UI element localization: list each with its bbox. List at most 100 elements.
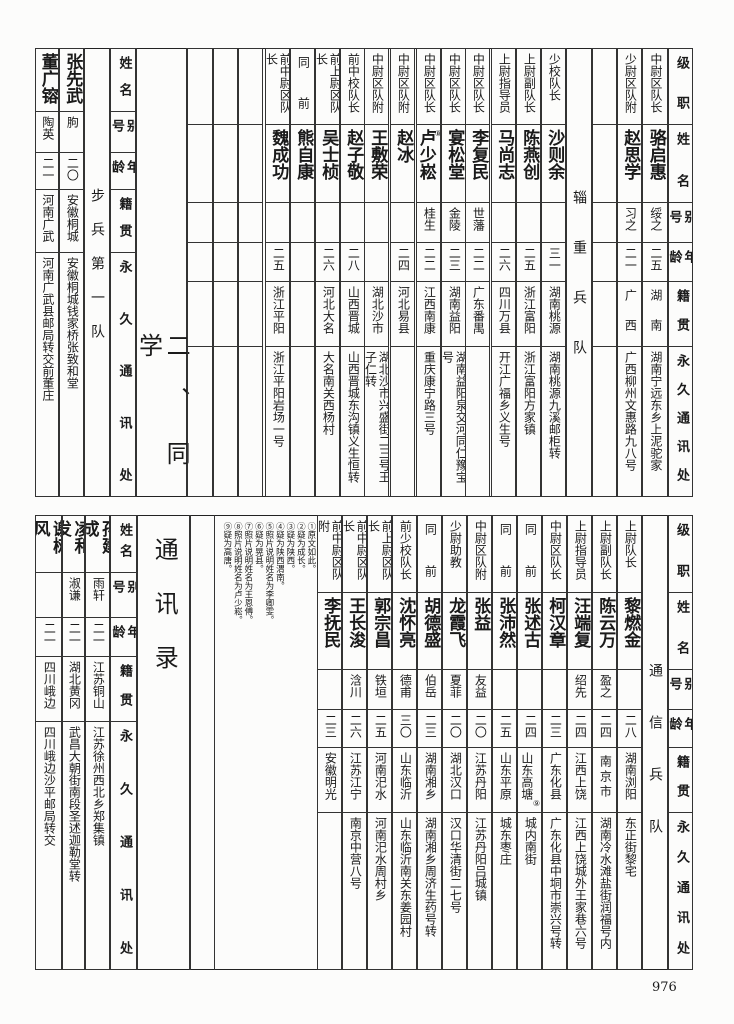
age-text: 二八: [346, 247, 361, 271]
age-text: 二三: [423, 714, 438, 738]
unit-title: 辎重兵队: [571, 190, 588, 390]
rank-text: 少尉助教: [448, 520, 463, 568]
name-cell: 凌和发①: [62, 515, 85, 573]
age-cell: 二三: [417, 710, 442, 748]
origin-text: 山东临沂: [398, 752, 413, 800]
origin-cell: 山东临沂: [392, 748, 417, 813]
name-cell: 王长浚: [342, 593, 367, 670]
name-text: 王长浚: [345, 597, 366, 648]
header-label: 姓名: [673, 132, 689, 187]
address-cell: [465, 347, 490, 497]
rank-text: 上尉副队长: [598, 520, 613, 580]
address-cell: 山西晋城东沟镇义生恒转: [340, 347, 365, 497]
origin-text: 湖北黄冈: [67, 661, 82, 709]
address-cell: 湖南冷水滩盐街润福号内: [592, 813, 617, 970]
name-cell: 熊自康: [290, 125, 315, 203]
age-text: 二四: [523, 714, 538, 738]
name-text: 谢树风: [35, 520, 62, 554]
origin-text: 江苏铜山: [91, 661, 106, 709]
header-cell: 别号: [110, 112, 136, 153]
address-cell: 山东临沂南关东姜园村: [392, 813, 417, 970]
origin-text: 江苏丹阳: [473, 752, 488, 800]
alias-text: 金陵: [447, 207, 462, 231]
rank-cell: 前中尉区队长: [342, 515, 367, 593]
address-cell: [390, 347, 415, 497]
header-label: 姓名: [673, 600, 689, 654]
rank-cell: 前少校队长: [392, 515, 417, 593]
alias-text: 陶英: [40, 116, 55, 140]
address-cell: [238, 347, 263, 497]
header-cell: 永久通讯处: [668, 813, 693, 970]
name-cell: 李复民: [465, 125, 490, 203]
name-text: 王敷荣: [367, 129, 388, 180]
age-cell: 二八: [617, 710, 642, 748]
address-cell: 湖南桃源九溪邮柜转: [541, 347, 566, 497]
rank-cell: 少尉助教: [442, 515, 467, 593]
age-cell: 二四: [592, 710, 617, 748]
alias-cell: [238, 203, 263, 243]
address-text: 安徽桐城钱家桥张致和堂: [65, 257, 80, 389]
age-cell: 二四: [567, 710, 592, 748]
name-cell: [213, 125, 238, 203]
origin-text: 江西上饶: [573, 752, 588, 800]
name-cell: [592, 125, 617, 203]
section-title-column-bottom: 通讯录: [137, 515, 190, 970]
rank-text: 中尉区队长: [471, 53, 486, 113]
origin-cell: 山东平原: [492, 748, 517, 813]
origin-cell: 广东番禺: [465, 282, 490, 347]
alias-text: 绥之: [648, 207, 663, 231]
header-label: 永久通讯处: [673, 820, 689, 954]
alias-cell: 友益: [467, 670, 492, 710]
name-cell: 龙霞飞: [442, 593, 467, 670]
alias-cell: [35, 573, 62, 618]
origin-text: 广东番禺: [471, 286, 486, 334]
footnote-marker: ⑧: [435, 129, 440, 138]
name-text: 魏成功: [268, 129, 289, 180]
table-row: 中尉区队长 柯汉章 二三 广东化县 广东化县中垌市崇兴号转: [542, 515, 567, 970]
table-row: 中尉区队长 李复民 世藩 二二 广东番禺: [465, 48, 490, 497]
table-row: 谢树风 二一 四川峨边 四川峨边沙平邮局转交: [35, 515, 62, 970]
rank-text: 上尉副队长: [522, 53, 537, 113]
origin-text: 安徽桐城: [65, 194, 80, 242]
origin-cell: 四川峨边: [35, 657, 62, 722]
header-label: 籍贯: [673, 755, 689, 797]
address-cell: 湖南益阳泉交河同仁豫宝号: [441, 347, 466, 497]
origin-cell: 湖南浏阳: [617, 748, 642, 813]
alias-text: 桂生: [422, 207, 437, 231]
address-cell: 城内南街: [517, 813, 542, 970]
header-label: 永久通讯处: [673, 354, 689, 481]
age-text: 二三: [447, 247, 462, 271]
name-text: 张沛然: [495, 597, 516, 648]
origin-text: 湖北沙市: [370, 286, 385, 334]
table-row: 上尉指导员 汪端复 绍先 二四 江西上饶 江西上饶城外王家巷六号: [567, 515, 592, 970]
name-text: 张述古: [520, 597, 541, 648]
age-text: 二二: [422, 247, 437, 271]
header-label: 姓名: [116, 523, 132, 557]
address-cell: 广东化县中垌市崇兴号转: [542, 813, 567, 970]
alias-text: 德甫: [398, 674, 413, 698]
header-cell: 年龄: [668, 710, 693, 748]
name-cell: 赵子敬: [340, 125, 365, 203]
table-row: 上尉副队长 陈云万 盈之 二四 南京市 湖南冷水滩盐街润福号内: [592, 515, 617, 970]
rank-cell: 前中尉区队长: [265, 48, 290, 125]
rank-text: 前中尉区队附: [317, 520, 342, 580]
name-text: 骆启惠: [645, 129, 666, 180]
rank-cell: 中尉区队长: [441, 48, 466, 125]
alias-cell: 淑谦: [62, 573, 85, 618]
table-row: [592, 48, 617, 497]
table-row: 上尉指导员 马尚志 二六 四川万县 开江广福乡义生号: [491, 48, 516, 497]
age-cell: 二〇: [59, 153, 84, 190]
header-cell: 籍贯: [668, 748, 693, 813]
rank-text: 前上尉区队长: [367, 520, 392, 580]
table-row: 少尉助教 龙霞飞 夏菲 二〇 湖北汉口 汉口华清街二七号: [442, 515, 467, 970]
origin-cell: 湖北汉口: [442, 748, 467, 813]
rank-text: 中尉区队长: [648, 53, 663, 113]
name-text: 黎燃金: [620, 597, 641, 648]
name-cell: 李抚民: [317, 593, 342, 670]
table-row: 前中校队长 赵子敬 二八 山西晋城 山西晋城东沟镇义生恒转: [340, 48, 365, 497]
alias-text: 友益: [473, 674, 488, 698]
origin-text: 湖南桃源: [547, 286, 562, 334]
alias-cell: 桂生: [416, 203, 441, 243]
alias-cell: 盈之: [592, 670, 617, 710]
age-text: 二〇: [65, 157, 80, 181]
